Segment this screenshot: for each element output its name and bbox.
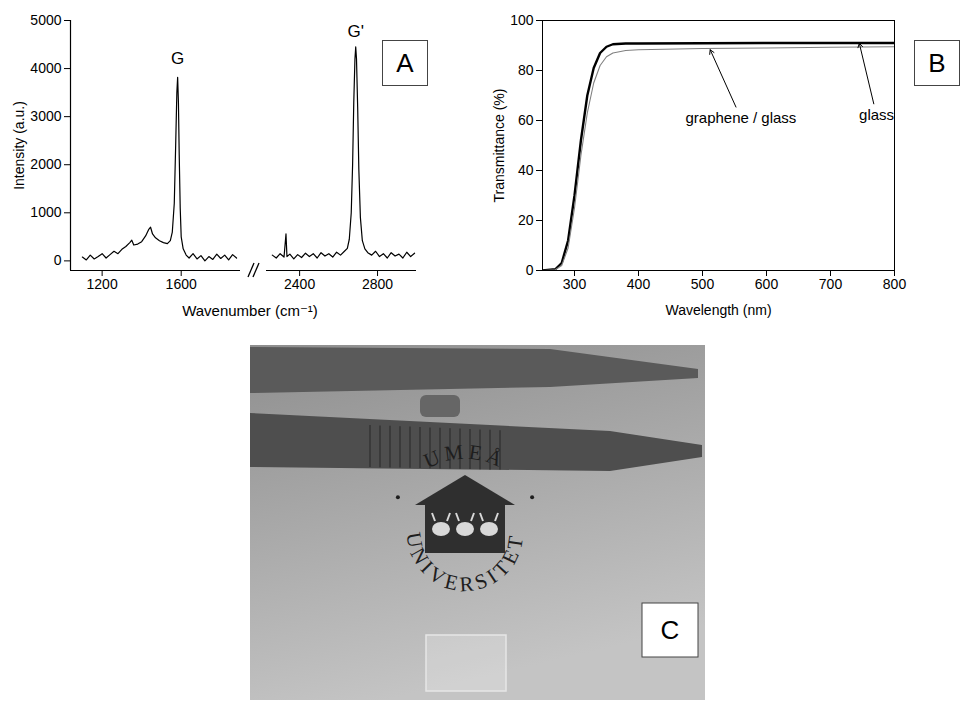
svg-text:C: C [661,615,680,645]
svg-text:Intensity (a.u.): Intensity (a.u.) [11,101,27,190]
svg-text:0: 0 [54,252,62,268]
svg-text:300: 300 [563,276,587,292]
svg-text:80: 80 [518,62,534,78]
svg-text:G': G' [347,22,363,41]
svg-text:600: 600 [755,276,779,292]
svg-text:1000: 1000 [30,204,61,220]
svg-text:Transmittance (%): Transmittance (%) [491,89,507,203]
svg-text:100: 100 [510,12,534,28]
html-text:Wavenumber (cm⁻¹): Wavenumber (cm⁻¹) [182,302,318,319]
svg-text:glass: glass [859,106,894,123]
svg-text:G: G [171,49,184,68]
svg-text:2400: 2400 [284,276,315,292]
svg-text:40: 40 [518,162,534,178]
html-text:B: B [928,48,946,78]
html-text:A: A [396,48,414,78]
svg-text:400: 400 [627,276,651,292]
svg-text:5000: 5000 [30,12,61,28]
svg-text:1600: 1600 [166,276,197,292]
svg-text:20: 20 [518,212,534,228]
svg-text:UMEÅ: UMEÅ [420,439,510,473]
svg-text:3000: 3000 [30,108,61,124]
svg-text:60: 60 [518,112,534,128]
svg-text:0: 0 [526,262,534,278]
svg-text:graphene / glass: graphene / glass [685,109,796,126]
svg-text:1200: 1200 [87,276,118,292]
svg-text:2800: 2800 [362,276,393,292]
svg-text:500: 500 [691,276,715,292]
svg-text:4000: 4000 [30,60,61,76]
svg-text:Wavelength (nm): Wavelength (nm) [665,302,771,318]
svg-text:UNIVERSITET: UNIVERSITET [401,530,528,596]
svg-text:700: 700 [819,276,843,292]
svg-text:2000: 2000 [30,156,61,172]
svg-text:800: 800 [883,276,907,292]
